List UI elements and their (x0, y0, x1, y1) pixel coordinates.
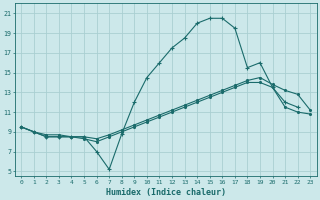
X-axis label: Humidex (Indice chaleur): Humidex (Indice chaleur) (106, 188, 226, 197)
